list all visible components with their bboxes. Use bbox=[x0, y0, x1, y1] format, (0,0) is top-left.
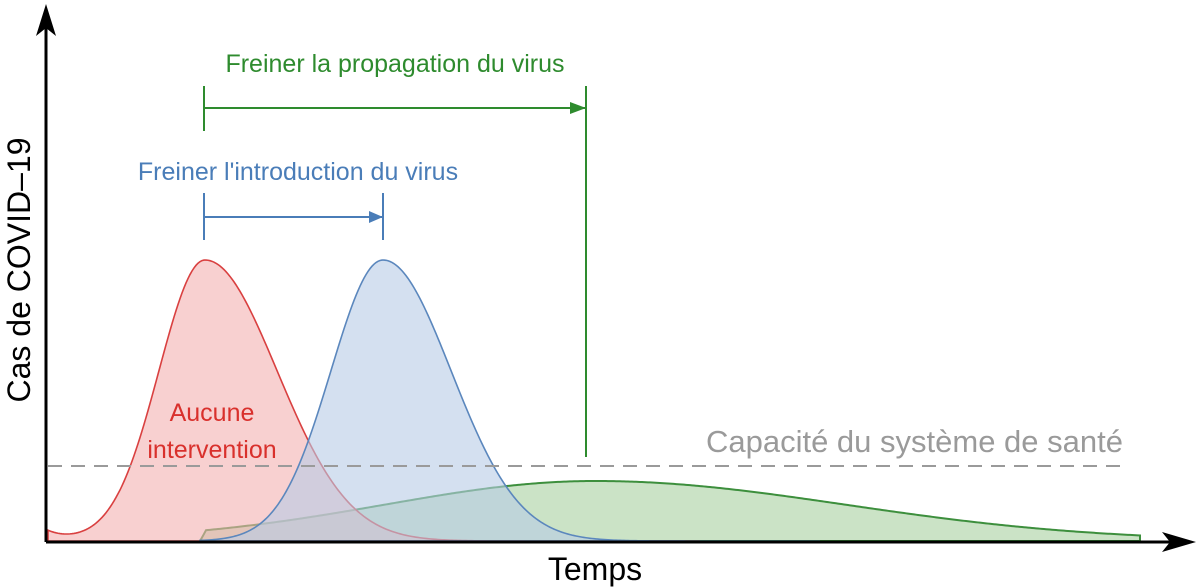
y-axis-label: Cas de COVID–19 bbox=[1, 137, 37, 402]
no-intervention-label-line1: Aucune bbox=[170, 399, 255, 427]
x-axis-arrowhead bbox=[1162, 532, 1196, 552]
y-axis-arrowhead bbox=[36, 4, 56, 36]
introduction-label: Freiner l'introduction du virus bbox=[138, 158, 458, 186]
capacity-label: Capacité du système de santé bbox=[706, 424, 1123, 459]
no-intervention-label-line2: intervention bbox=[147, 436, 276, 464]
propagation-bracket bbox=[203, 86, 587, 457]
introduction-bracket bbox=[203, 193, 384, 240]
propagation-label: Freiner la propagation du virus bbox=[225, 50, 564, 78]
x-axis-label: Temps bbox=[548, 551, 642, 587]
